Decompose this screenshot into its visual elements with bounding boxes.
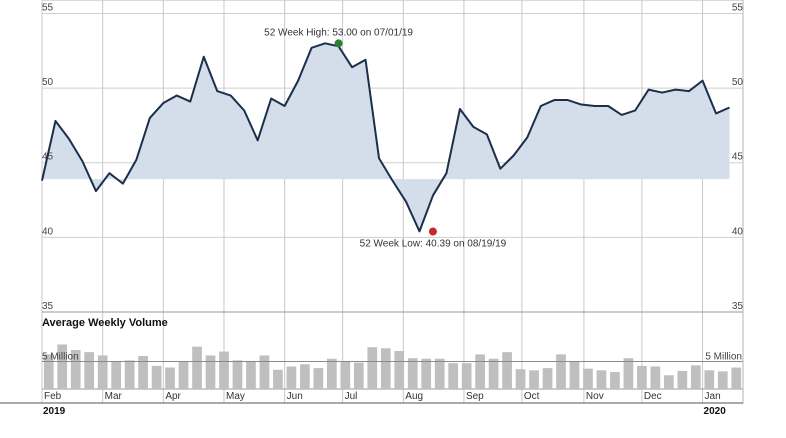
volume-bar — [407, 358, 418, 389]
year-label: 2019 — [43, 406, 66, 417]
y-tick-right: 45 — [732, 152, 744, 163]
month-labels: Feb Mar Apr May Jun Jul Aug Sep Oct Nov Dec Jan — [44, 391, 721, 402]
volume-bar — [461, 363, 472, 389]
volume-bar — [111, 360, 121, 389]
volume-bar — [569, 361, 580, 389]
volume-bar — [664, 375, 674, 389]
volume-bar — [273, 369, 283, 389]
high-annotation: 52 Week High: 53.00 on 07/01/19 — [264, 27, 413, 38]
volume-bar — [178, 361, 189, 389]
volume-bar — [610, 371, 620, 389]
volume-bar — [259, 355, 270, 389]
volume-bar — [556, 354, 566, 389]
y-tick-right: 55 — [732, 2, 744, 13]
volume-bar — [421, 358, 432, 389]
volume-bar — [165, 367, 175, 389]
volume-bar — [596, 370, 607, 389]
volume-bar — [353, 362, 364, 389]
grid-frame — [41, 0, 744, 404]
volume-bar — [434, 358, 445, 389]
volume-bar — [529, 370, 539, 389]
volume-bar — [677, 370, 688, 389]
y-tick-left: 55 — [42, 2, 54, 13]
volume-bar — [380, 348, 391, 389]
volume-bar — [542, 368, 553, 389]
volume-bar — [300, 364, 310, 389]
month-label: Jun — [287, 391, 303, 402]
volume-bar — [84, 352, 95, 389]
volume-bar — [637, 365, 647, 389]
month-label: Nov — [586, 391, 604, 402]
volume-bar — [286, 366, 297, 389]
y-tick-left: 40 — [42, 226, 54, 237]
low-annotation: 52 Week Low: 40.39 on 08/19/19 — [360, 239, 507, 250]
volume-bar — [246, 360, 256, 389]
volume-bar — [205, 355, 216, 389]
volume-bar — [394, 351, 405, 389]
volume-bar — [57, 344, 68, 389]
volume-bar — [515, 369, 526, 389]
volume-bar — [583, 368, 593, 389]
volume-bar — [475, 354, 485, 389]
volume-bars — [43, 344, 742, 389]
price-area-fill — [42, 43, 730, 232]
volume-title: Average Weekly Volume — [42, 317, 168, 329]
volume-bar — [717, 371, 728, 389]
volume-bar — [70, 349, 81, 389]
volume-bar — [138, 356, 148, 389]
volume-bar — [488, 358, 499, 389]
volume-bar — [448, 363, 459, 389]
y-tick-right: 40 — [732, 226, 744, 237]
volume-bar — [704, 370, 715, 389]
year-labels: 2019 2020 — [43, 406, 726, 417]
volume-bar — [124, 360, 135, 389]
month-label: Jan — [705, 391, 721, 402]
month-label: May — [226, 391, 245, 402]
volume-reference-label-right: 5 Million — [705, 352, 742, 363]
volume-bar — [690, 365, 701, 389]
volume-bar — [219, 351, 229, 389]
volume-bar — [367, 347, 378, 389]
y-tick-left: 35 — [42, 301, 54, 312]
month-label: Feb — [44, 391, 62, 402]
month-label: Apr — [165, 391, 181, 402]
month-label: Mar — [105, 391, 123, 402]
price-series-line — [41, 42, 730, 233]
volume-bar — [731, 367, 742, 389]
month-label: Oct — [524, 391, 540, 402]
month-label: Sep — [466, 391, 484, 402]
volume-bar — [502, 352, 512, 389]
chart-grid — [0, 0, 744, 404]
volume-bar — [623, 358, 634, 389]
y-tick-left: 50 — [42, 77, 54, 88]
volume-bar — [97, 355, 108, 389]
volume-bar — [326, 358, 337, 389]
month-label: Dec — [644, 391, 662, 402]
y-tick-right: 35 — [732, 301, 744, 312]
volume-bar — [232, 360, 243, 389]
volume-bar — [340, 360, 351, 389]
low-marker — [428, 227, 437, 236]
volume-bar — [313, 368, 324, 389]
month-label: Jul — [345, 391, 358, 402]
volume-bar — [43, 354, 54, 389]
y-tick-right: 50 — [732, 77, 744, 88]
volume-bar — [650, 366, 661, 389]
year-label: 2020 — [704, 406, 727, 417]
volume-bar — [151, 365, 162, 389]
high-marker — [334, 39, 343, 48]
month-label: Aug — [405, 391, 423, 402]
volume-bar — [192, 346, 202, 389]
volume-reference-label-left: 5 Million — [42, 352, 79, 363]
